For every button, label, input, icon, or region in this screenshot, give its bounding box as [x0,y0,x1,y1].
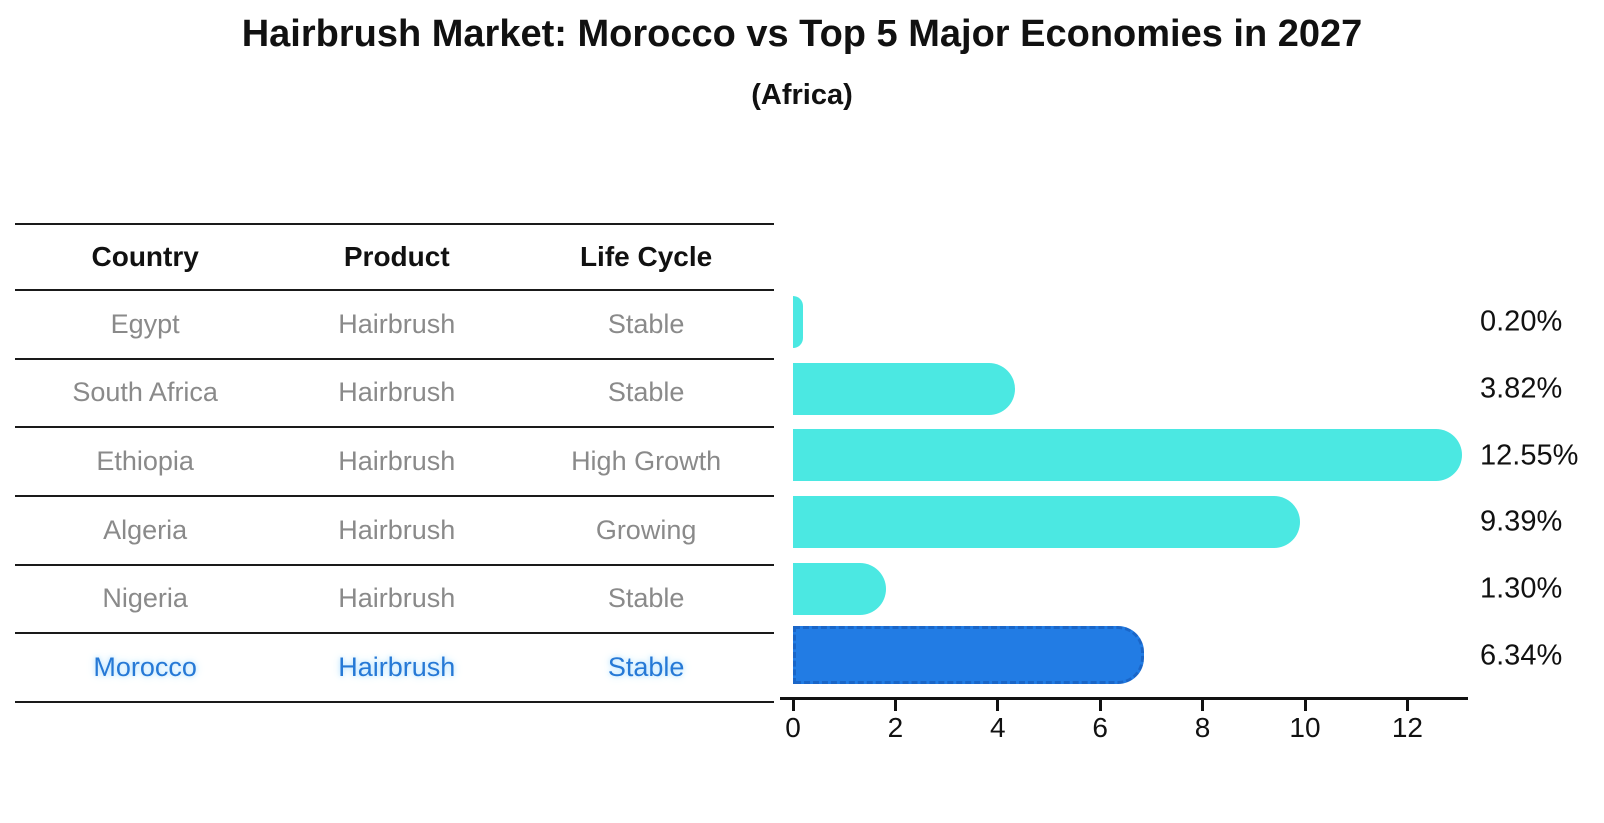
table-row: Algeria Hairbrush Growing [15,494,774,564]
bar-value-label: 12.55% [1480,439,1579,472]
table-row: Ethiopia Hairbrush High Growth [15,426,774,495]
x-axis-tick-label: 8 [1194,712,1211,743]
table-cell-life-cycle: Stable [607,652,685,683]
page-subtitle: (Africa) [751,79,853,111]
comparison-table: Country Product Life Cycle Egypt Hairbrus… [15,223,774,703]
bar-value-label: 0.20% [1480,305,1563,338]
header-cell-life-cycle: Life Cycle [579,241,713,272]
table-cell-country: Egypt [110,308,180,339]
x-axis-tick [1405,700,1409,711]
x-axis-tick-label: 2 [887,712,904,743]
bar-ethiopia [793,429,1462,482]
x-axis-tick [791,700,795,711]
bar-row [793,356,1473,423]
table-cell-product: Hairbrush [338,652,456,683]
table-header-row: Country Product Life Cycle [15,223,774,289]
bar-row [793,422,1473,489]
page-title: Hairbrush Market: Morocco vs Top 5 Major… [241,13,1363,55]
table-cell-product: Hairbrush [338,583,456,614]
bar-value-label: 9.39% [1480,505,1563,538]
bar-row [793,289,1473,356]
x-axis-tick-label: 12 [1391,712,1423,743]
table-body: Egypt Hairbrush Stable South Africa Hairbrus… [15,289,774,703]
table-cell-country: Algeria [103,514,188,545]
table-cell-life-cycle: Stable [607,583,685,614]
table-row: Egypt Hairbrush Stable [15,289,774,358]
table-cell-country: Morocco [93,652,197,683]
table-cell-life-cycle: High Growth [571,446,722,477]
bar-algeria [793,495,1300,548]
table-cell-product: Hairbrush [338,308,456,339]
x-axis-tick [996,700,1000,711]
bar-row [793,622,1473,689]
x-axis-line [780,697,1468,700]
table-cell-product: Hairbrush [338,514,456,545]
bar-south-africa [793,362,1015,415]
bar-row [793,489,1473,556]
bar-row [793,556,1473,623]
bar-value-label: 3.82% [1480,372,1563,405]
table-row: South Africa Hairbrush Stable [15,357,774,427]
x-axis-tick-label: 0 [785,712,801,743]
table-cell-product: Hairbrush [338,377,456,408]
bar-value-label: 6.34% [1480,639,1563,672]
bar-egypt [793,296,804,348]
x-axis-tick [893,700,897,711]
header-cell-product: Product [343,241,450,272]
x-axis-tick [1303,700,1307,711]
table-cell-life-cycle: Stable [607,308,685,339]
table-row: Morocco Hairbrush Stable [15,632,774,703]
bar-morocco [793,626,1144,685]
x-axis-tick-label: 10 [1289,712,1321,743]
table-cell-life-cycle: Growing [595,514,697,545]
header-cell-country: Country [91,241,199,272]
bar-plot [793,289,1473,689]
x-axis-tick [1098,700,1102,711]
table-cell-life-cycle: Stable [607,377,685,408]
table-cell-country: Nigeria [102,583,188,614]
table-cell-country: South Africa [72,377,218,408]
x-axis-tick [1201,700,1205,711]
table-row: Nigeria Hairbrush Stable [15,563,774,633]
table-cell-country: Ethiopia [96,446,194,477]
x-axis-tick-label: 6 [1092,712,1108,743]
table-cell-product: Hairbrush [338,446,456,477]
x-axis-tick-label: 4 [990,712,1006,743]
bar-nigeria [793,562,886,615]
bar-value-label: 1.30% [1480,572,1563,605]
